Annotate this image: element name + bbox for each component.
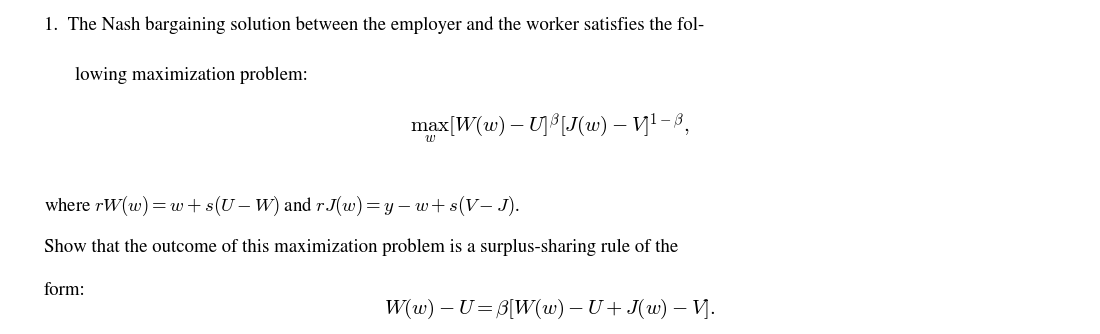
Text: $W(w) - U = \beta[W(w) - U + J(w) - V].$: $W(w) - U = \beta[W(w) - U + J(w) - V].$ bbox=[384, 297, 716, 321]
Text: lowing maximization problem:: lowing maximization problem: bbox=[75, 67, 308, 85]
Text: form:: form: bbox=[44, 282, 86, 299]
Text: where $rW(w) = w + s(U - W)$ and $rJ(w) = y - w + s(V - J)$.: where $rW(w) = w + s(U - W)$ and $rJ(w) … bbox=[44, 194, 520, 218]
Text: $\underset{w}{\max}[W(w) - U]^{\beta}[J(w) - V]^{1-\beta},$: $\underset{w}{\max}[W(w) - U]^{\beta}[J(… bbox=[410, 112, 690, 146]
Text: 1.  The Nash bargaining solution between the employer and the worker satisfies t: 1. The Nash bargaining solution between … bbox=[44, 17, 704, 34]
Text: Show that the outcome of this maximization problem is a surplus-sharing rule of : Show that the outcome of this maximizati… bbox=[44, 239, 679, 257]
